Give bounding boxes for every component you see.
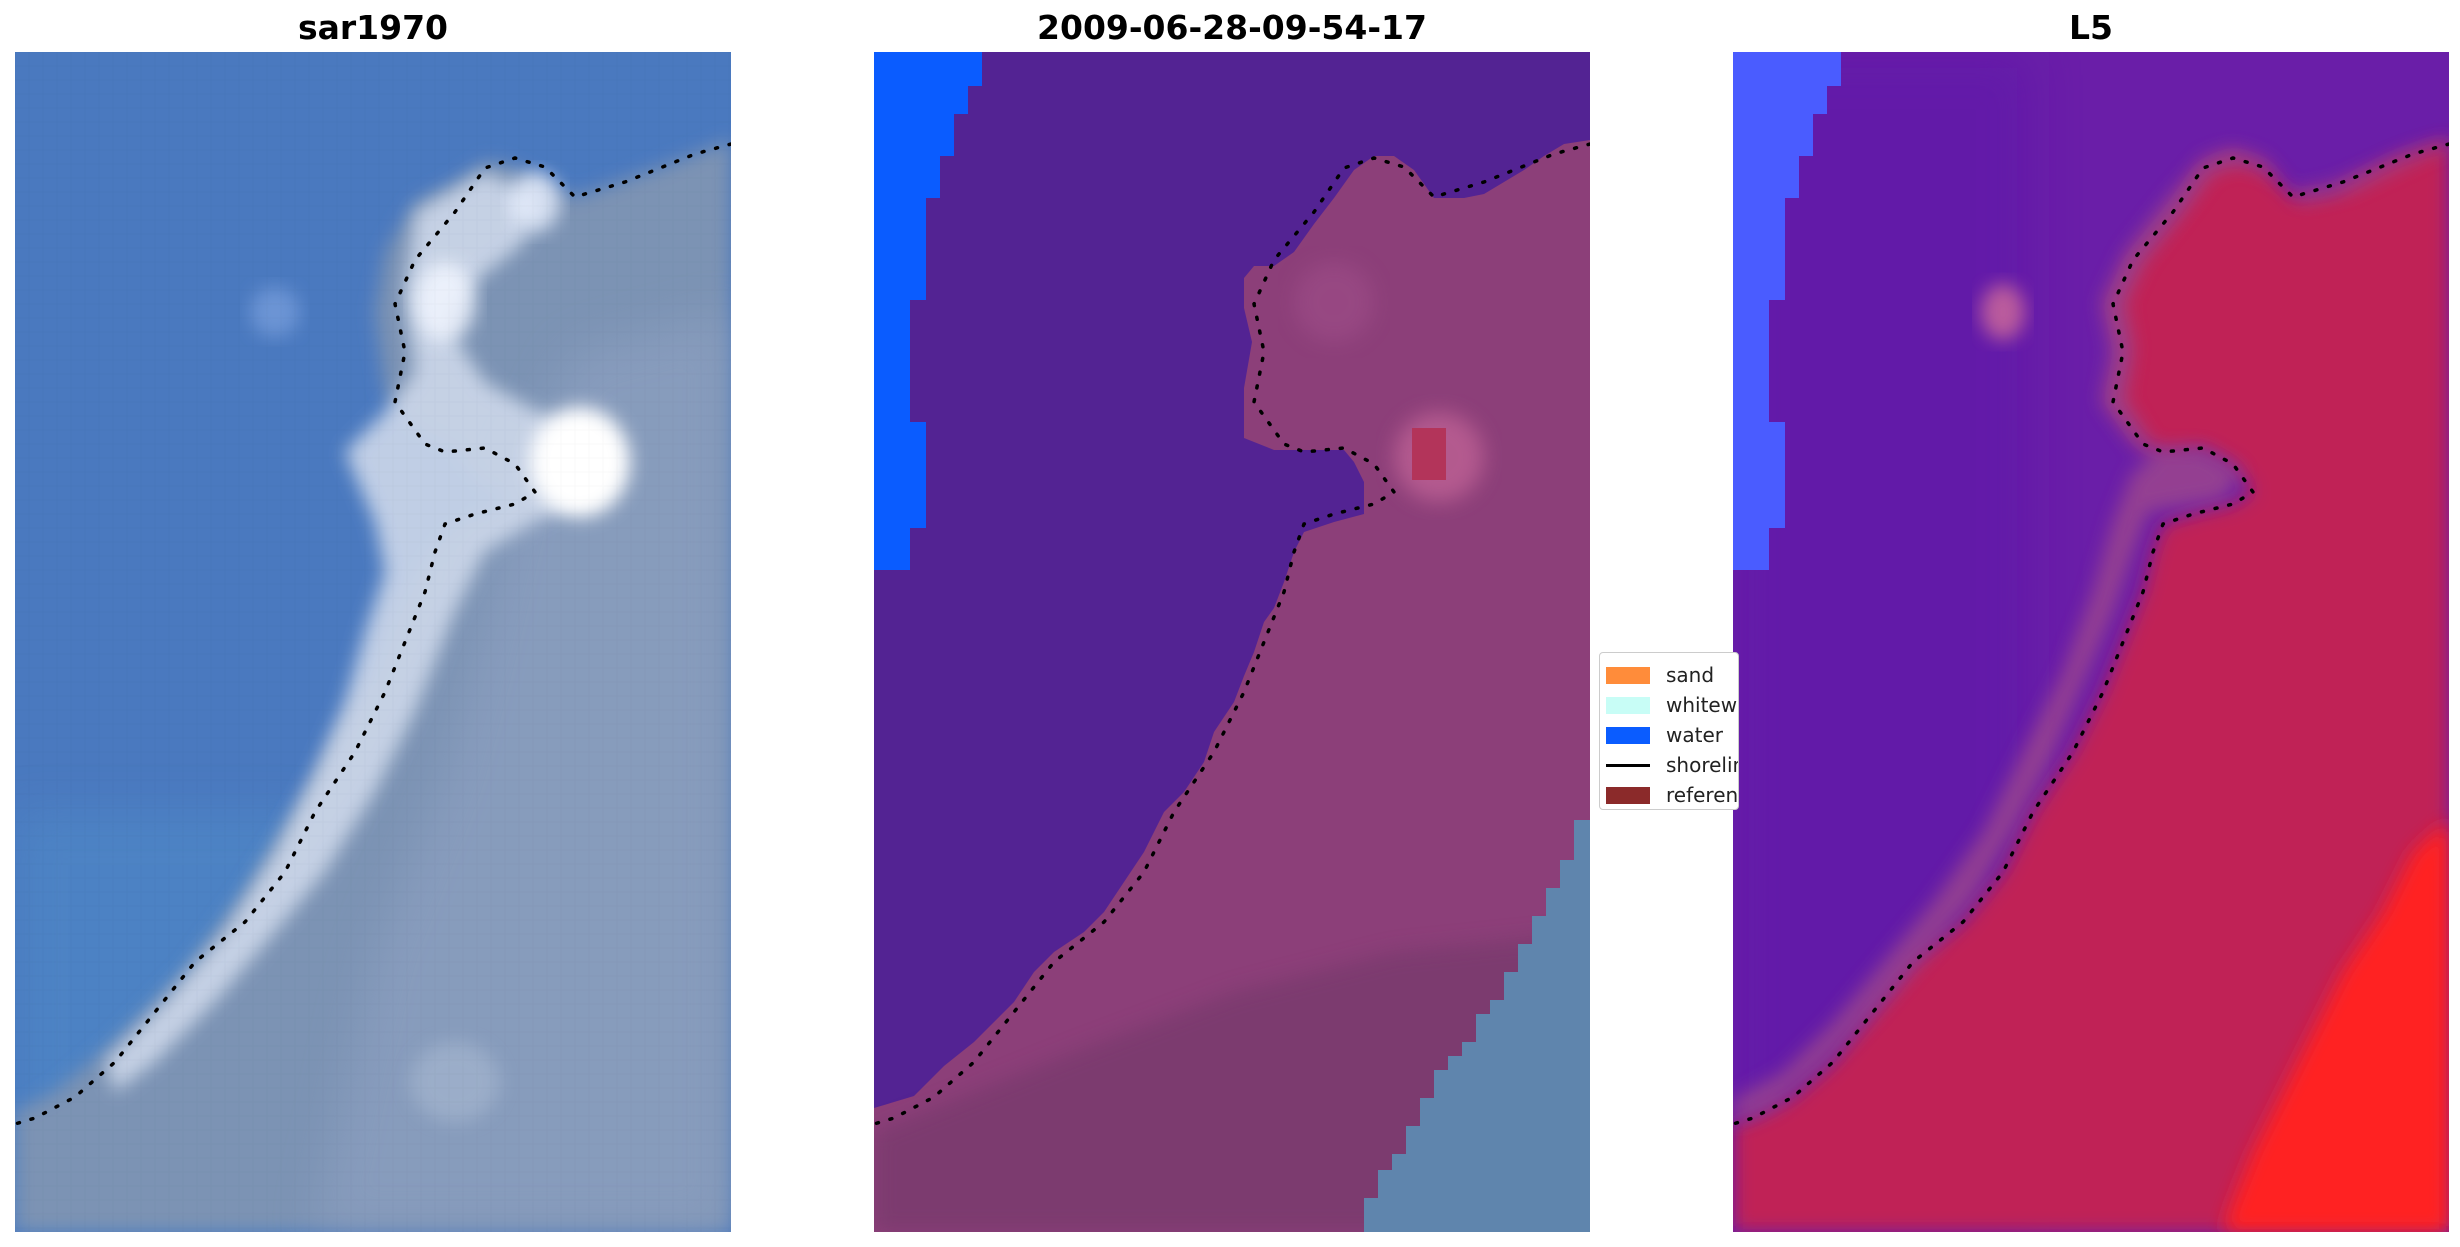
rgb-image-panel — [15, 52, 731, 1232]
panel-title-classified: 2009-06-28-09-54-17 — [1037, 8, 1427, 47]
legend-item-reference: reference — [1606, 781, 1739, 809]
reference-patch — [1412, 428, 1446, 480]
legend-label-reference: reference — [1666, 783, 1739, 807]
index-image — [1733, 52, 2449, 1232]
legend-item-whitewater: whitewater — [1606, 691, 1738, 719]
legend-label-whitewater: whitewater — [1666, 693, 1738, 717]
legend-label-water: water — [1666, 723, 1723, 747]
legend-item-water: water — [1606, 721, 1723, 749]
high-index-area — [2223, 820, 2449, 1232]
panel-title-rgb: sar1970 — [297, 8, 449, 47]
panel-title-index: L5 — [2069, 8, 2113, 47]
legend-line-shoreline — [1606, 763, 1650, 767]
legend-label-shoreline: shoreline — [1666, 753, 1738, 777]
legend-swatch-water — [1606, 726, 1650, 744]
legend: sand whitewater water shoreline referenc… — [1599, 652, 1739, 810]
legend-item-sand: sand — [1606, 661, 1714, 689]
land-index-area — [1733, 140, 2449, 1232]
shoreline — [1733, 142, 2449, 1126]
other-class-area — [1364, 820, 1590, 1232]
legend-swatch-whitewater — [1606, 696, 1650, 714]
ocean-edge-strip — [874, 52, 982, 570]
classified-image-panel — [874, 52, 1590, 1232]
shoreline — [15, 142, 731, 1126]
shoreline — [874, 142, 1590, 1126]
legend-item-shoreline: shoreline — [1606, 751, 1738, 779]
index-image-panel — [1733, 52, 2449, 1232]
legend-swatch-sand — [1606, 666, 1650, 684]
classified-image — [874, 52, 1590, 1232]
edge-strip — [1733, 52, 1841, 570]
legend-swatch-reference — [1606, 786, 1650, 804]
rgb-image — [15, 52, 731, 1232]
transition-band — [1733, 140, 2449, 1124]
legend-label-sand: sand — [1666, 663, 1715, 687]
